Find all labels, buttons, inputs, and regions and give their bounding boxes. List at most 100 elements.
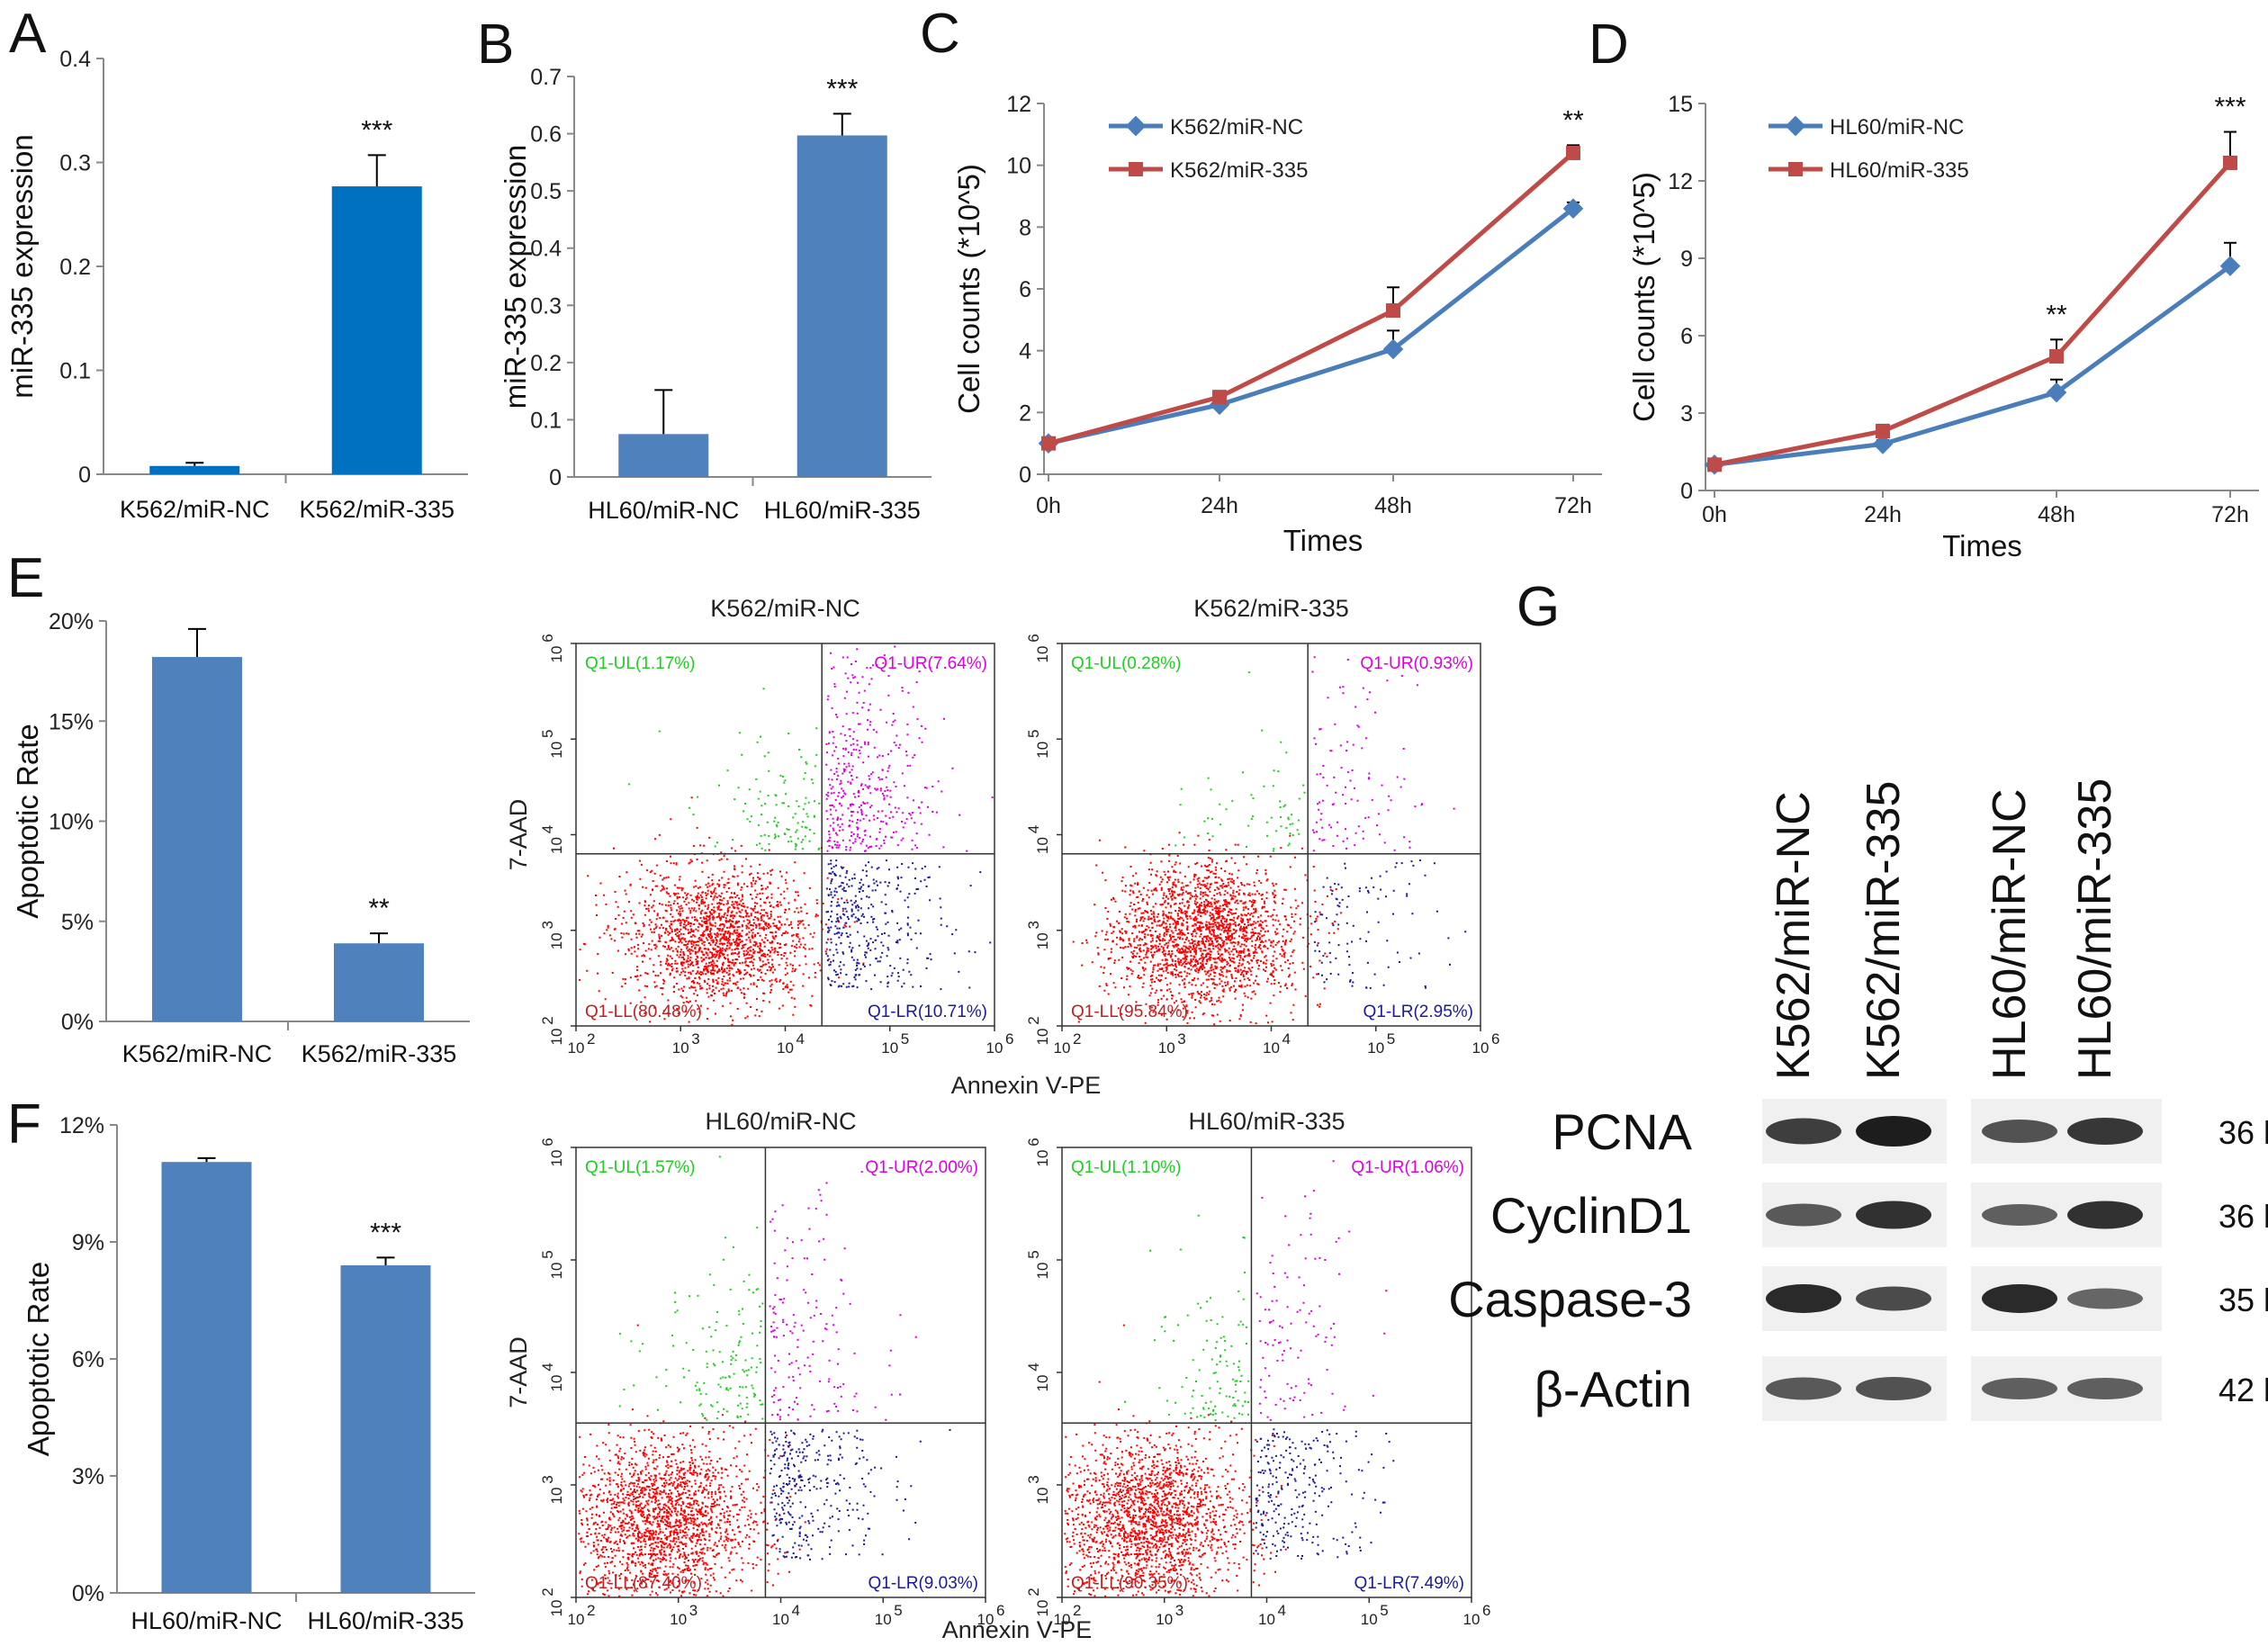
flow-plot-hl60-nc: HL60/miR-NC Q1-UL(1.57%) Q1-UR(2.00%) Q1-LL… <box>505 1108 1092 1643</box>
panel-letter-d: D <box>1588 13 1629 76</box>
x-tick-exponent: 3 <box>1175 1602 1184 1619</box>
x-tick-label: 24h <box>1201 493 1238 518</box>
significance-mark: ** <box>2046 300 2067 329</box>
panel-c-line-chart: 0 2 4 6 8 10 12 0h 24h 48h 72h K562/miR-NC K562/miR-… <box>952 92 1602 557</box>
protein-band <box>2067 1201 2143 1229</box>
x-tick-label: 0h <box>1036 493 1061 518</box>
x-tick-label: 24h <box>1864 502 1902 527</box>
x-tick-label: 10 <box>1367 1039 1384 1057</box>
x-tick-exponent: 3 <box>1177 1030 1185 1048</box>
x-tick-label: 10 <box>1054 1611 1071 1628</box>
data-point-diamond <box>1382 338 1404 360</box>
y-tick-exponent: 2 <box>1025 1016 1042 1024</box>
x-tick-exponent: 4 <box>796 1030 805 1048</box>
panel-e-bar-chart: 0% 5% 10% 15% 20% K562/miR-NC K562/miR-335 ** Ap… <box>11 609 470 1067</box>
x-tick-label: 10 <box>777 1039 794 1057</box>
category-label: HL60/miR-335 <box>764 497 921 524</box>
significance-mark: *** <box>370 1218 401 1247</box>
category-label: HL60/miR-NC <box>588 497 739 524</box>
y-tick-label: 10 <box>1034 1263 1051 1280</box>
y-axis-label: 7-AAD <box>505 1336 532 1408</box>
protein-label: Caspase-3 <box>1448 1271 1692 1327</box>
bar <box>618 434 709 477</box>
y-tick-label: 15 <box>1668 92 1693 117</box>
x-tick-exponent: 5 <box>1380 1602 1388 1619</box>
y-tick-label: 10 <box>548 1375 565 1392</box>
quadrant-lr-label: Q1-LR(9.03%) <box>868 1574 979 1593</box>
significance-mark: ** <box>368 894 390 923</box>
x-tick-label: 10 <box>881 1039 898 1057</box>
panel-d-line-chart: 0 3 6 9 12 15 0h 24h 48h 72h HL60/miR-NC HL60/miR-3… <box>1627 92 2259 562</box>
protein-band <box>1982 1378 2057 1399</box>
x-tick-label: 48h <box>1374 493 1412 518</box>
y-tick-exponent: 6 <box>539 1138 556 1146</box>
x-tick-label: 10 <box>568 1039 585 1057</box>
protein-band <box>1982 1204 2057 1226</box>
y-tick-label: 6 <box>1019 277 1031 302</box>
x-tick-label: 48h <box>2038 502 2075 527</box>
event-cluster <box>579 796 865 1026</box>
plot-title: HL60/miR-335 <box>1188 1108 1345 1135</box>
bar <box>152 657 242 1021</box>
protein-label: CyclinD1 <box>1490 1187 1692 1244</box>
quadrant-ur-label: Q1-UR(7.64%) <box>874 654 987 673</box>
event-dots <box>1072 656 1467 1026</box>
category-label: K562/miR-NC <box>122 1040 273 1067</box>
x-tick-label: 10 <box>1361 1611 1378 1628</box>
event-dots <box>578 1156 951 1597</box>
panel-letter-c: C <box>920 3 960 65</box>
x-tick-exponent: 2 <box>587 1030 595 1048</box>
series-line <box>1048 206 1575 446</box>
legend-label: HL60/miR-335 <box>1830 158 1969 183</box>
plot-frame <box>1061 643 1481 1027</box>
y-tick-exponent: 4 <box>539 1363 556 1371</box>
y-tick-label: 3% <box>72 1464 104 1489</box>
y-tick-label: 10 <box>548 1488 565 1505</box>
data-point-square <box>2049 348 2064 364</box>
flow-plot-k562-335: K562/miR-335 Q1-UL(0.28%) Q1-UR(0.93%) Q1-L… <box>1025 595 1499 1057</box>
event-cluster <box>825 859 992 991</box>
y-tick-label: 0.4 <box>530 237 562 262</box>
plot-title: HL60/miR-NC <box>705 1108 856 1135</box>
y-tick-label: 9 <box>1680 247 1693 272</box>
x-tick-label: 10 <box>986 1039 1004 1057</box>
data-point-square <box>2223 155 2237 170</box>
panel-b-bar-chart: 0 0.1 0.2 0.3 0.4 0.5 0.6 0.7 HL60/miR-NC HL60/mi… <box>499 65 932 524</box>
y-tick-label: 10 <box>1034 1029 1051 1046</box>
category-label: HL60/miR-335 <box>307 1607 464 1634</box>
quadrant-ul-label: Q1-UL(0.28%) <box>1071 654 1182 673</box>
data-point-square <box>1041 436 1056 451</box>
x-tick-label: 72h <box>2211 502 2249 527</box>
x-tick-exponent: 2 <box>1073 1030 1081 1048</box>
y-tick-label: 8 <box>1019 215 1031 240</box>
y-tick-label: 4 <box>1019 339 1031 364</box>
x-axis-label: Times <box>1942 529 2022 562</box>
panel-letter-g: G <box>1516 576 1560 638</box>
x-tick-label: 10 <box>1054 1039 1071 1057</box>
x-axis-label: Times <box>1283 524 1364 557</box>
molecular-weight-label: 36 kDa <box>2218 1114 2268 1151</box>
series-line <box>1714 161 2232 467</box>
category-label: K562/miR-335 <box>302 1040 457 1067</box>
data-point-diamond <box>2219 256 2241 276</box>
panel-f-bar-chart: 0% 3% 6% 9% 12% HL60/miR-NC HL60/miR-335 *** Apo… <box>22 1113 475 1634</box>
flow-plot-hl60-335: HL60/miR-335 Q1-UL(1.10%) Q1-UR(1.06%) Q1-L… <box>1025 1108 1490 1628</box>
y-tick-label: 0% <box>72 1581 104 1606</box>
y-tick-label: 10 <box>548 837 565 854</box>
x-tick-exponent: 2 <box>587 1602 595 1619</box>
y-tick-exponent: 3 <box>1025 921 1042 929</box>
x-tick-exponent: 5 <box>894 1602 902 1619</box>
data-point-square <box>1566 145 1580 160</box>
quadrant-ll-label: Q1-LL(80.48%) <box>585 1003 702 1021</box>
x-tick-exponent: 4 <box>792 1602 800 1619</box>
event-cluster <box>1064 1324 1287 1597</box>
y-tick-label: 2 <box>1019 400 1031 426</box>
y-tick-label: 10% <box>49 810 94 835</box>
data-point-square <box>1876 424 1890 439</box>
protein-band <box>1856 1377 1931 1400</box>
x-tick-exponent: 3 <box>689 1602 698 1619</box>
significance-mark: *** <box>2214 93 2246 122</box>
significance-mark: *** <box>826 74 858 103</box>
y-tick-label: 0.5 <box>530 179 562 204</box>
